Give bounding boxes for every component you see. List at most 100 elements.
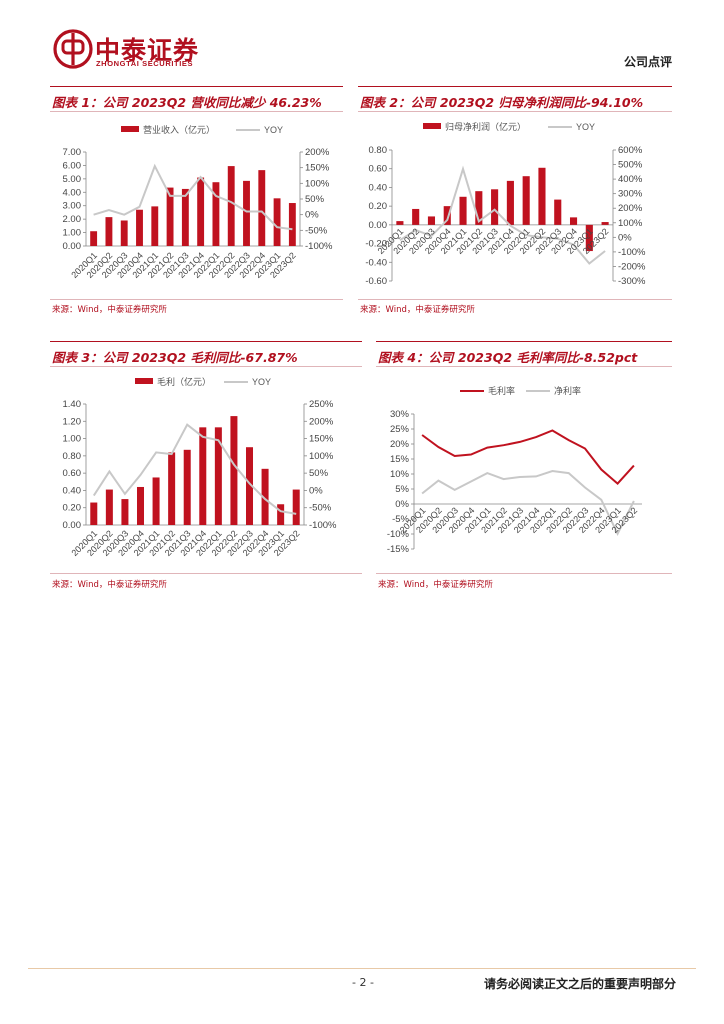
bar — [277, 504, 285, 525]
bar — [227, 166, 235, 246]
fig4-title-rule — [376, 366, 672, 367]
y-left-tick-label: 7.00 — [63, 147, 82, 158]
fig1-bottom-rule — [50, 299, 343, 300]
fig2-bottom-rule — [358, 299, 672, 300]
y-right-tick-label: 100% — [305, 178, 330, 189]
y-right-tick-label: 400% — [618, 174, 643, 185]
y-left-tick-label: 3.00 — [63, 201, 82, 212]
y-right-tick-label: 150% — [309, 434, 334, 445]
y-left-tick-label: 5.00 — [63, 174, 82, 185]
y-left-tick-label: 0% — [395, 499, 409, 510]
fig2-chart: 归母净利润（亿元） YOY -0.60 -0.40 -0.20 0.00 0.20 0.40 0… — [365, 121, 646, 287]
legend-line-label: YOY — [252, 377, 271, 387]
bar — [538, 167, 546, 225]
y-left-tick-label: 5% — [395, 484, 409, 495]
bar — [151, 206, 159, 246]
legend-bar-label: 毛利（亿元） — [157, 376, 211, 387]
yoy-line — [399, 165, 606, 265]
bar — [90, 231, 98, 246]
y-left-tick-label: 0.00 — [369, 220, 388, 231]
bar — [136, 486, 145, 525]
fig2-source: 来源：Wind，中泰证券研究所 — [360, 305, 475, 315]
footer-disclaimer: 请务必阅读正文之后的重要声明部分 — [483, 977, 676, 991]
bar — [166, 187, 174, 246]
fig1-source: 来源：Wind，中泰证券研究所 — [52, 305, 167, 315]
y-left-tick-label: 1.40 — [63, 399, 82, 410]
bar — [522, 176, 530, 225]
bar — [273, 198, 281, 246]
bar — [105, 489, 113, 525]
series-line — [421, 469, 635, 536]
fig4-source: 来源：Wind，中泰证券研究所 — [378, 580, 493, 590]
bar — [199, 427, 207, 525]
fig1-title-rule — [50, 111, 343, 112]
bar — [288, 203, 296, 246]
bar — [475, 191, 483, 225]
fig2-title: 图表 2：公司 2023Q2 归母净利润同比-94.10% — [360, 95, 644, 110]
page-number: - 2 - — [352, 976, 374, 989]
y-left-tick-label: 4.00 — [63, 187, 82, 198]
bar — [459, 196, 467, 225]
bar — [120, 220, 128, 246]
y-right-tick-label: 300% — [618, 189, 643, 200]
bar — [183, 449, 191, 525]
company-logo — [52, 28, 222, 72]
bar — [214, 427, 222, 525]
y-left-tick-label: -5% — [392, 514, 409, 525]
y-right-tick-label: 0% — [309, 485, 323, 496]
fig3-top-rule — [50, 341, 362, 342]
fig4-title: 图表 4：公司 2023Q2 毛利率同比-8.52pct — [378, 350, 638, 365]
y-right-tick-label: 600% — [618, 145, 643, 156]
y-left-tick-label: 0.00 — [63, 241, 82, 252]
bar — [412, 208, 420, 225]
y-right-tick-label: -100% — [309, 520, 337, 531]
fig4-top-rule — [376, 341, 672, 342]
y-left-tick-label: 0.60 — [63, 468, 82, 479]
bar — [230, 416, 238, 525]
bar — [212, 182, 220, 246]
bar — [506, 180, 514, 225]
y-left-tick-label: 0.60 — [369, 164, 388, 175]
legend-bar-swatch — [121, 126, 139, 132]
y-left-tick-label: 1.20 — [63, 416, 82, 427]
y-right-tick-label: -100% — [618, 247, 646, 258]
fig3-source: 来源：Wind，中泰证券研究所 — [52, 580, 167, 590]
y-right-tick-label: 50% — [305, 194, 325, 205]
y-left-tick-label: 0.20 — [369, 201, 388, 212]
y-right-tick-label: -100% — [305, 241, 333, 252]
y-left-tick-label: 15% — [390, 454, 410, 465]
y-right-tick-label: 0% — [618, 232, 632, 243]
bar — [245, 447, 254, 525]
footer-rule — [28, 968, 696, 969]
fig2-title-rule — [358, 111, 672, 112]
y-left-tick-label: 0.00 — [63, 520, 82, 531]
y-left-tick-label: 2.00 — [63, 214, 82, 225]
logo-emblem-icon — [53, 29, 93, 69]
y-left-tick-label: 30% — [390, 409, 410, 420]
y-right-tick-label: -200% — [618, 261, 646, 272]
fig1-chart: 营业收入（亿元） YOY 0.00 1.00 2.00 3.00 4.00 5.00 6.00 7… — [63, 124, 334, 280]
y-right-tick-label: 100% — [309, 451, 334, 462]
y-left-tick-label: -10% — [387, 529, 410, 540]
y-right-tick-label: -50% — [309, 503, 332, 514]
y-right-tick-label: 150% — [305, 163, 330, 174]
y-right-tick-label: 200% — [305, 147, 330, 158]
y-left-tick-label: 0.80 — [369, 145, 388, 156]
y-left-tick-label: 0.80 — [63, 451, 82, 462]
fig2-top-rule — [358, 86, 672, 87]
y-left-tick-label: 1.00 — [63, 434, 82, 445]
bar — [243, 180, 250, 246]
y-right-tick-label: 50% — [309, 468, 329, 479]
bar — [443, 206, 451, 225]
y-right-tick-label: -50% — [305, 225, 328, 236]
legend-line-label: 净利率 — [554, 385, 581, 396]
bar — [90, 502, 98, 525]
fig4-chart: 毛利率 净利率-15%-10%-5%0%5%10%15%20%25%30%2020… — [387, 385, 642, 555]
y-right-tick-label: 250% — [309, 399, 334, 410]
bar — [427, 216, 436, 225]
legend-bar-label: 归母净利润（亿元） — [445, 121, 526, 132]
y-right-tick-label: 100% — [618, 218, 643, 229]
yoy-line — [93, 163, 293, 231]
y-left-tick-label: 0.20 — [63, 503, 82, 514]
legend-bar-swatch — [423, 123, 441, 129]
